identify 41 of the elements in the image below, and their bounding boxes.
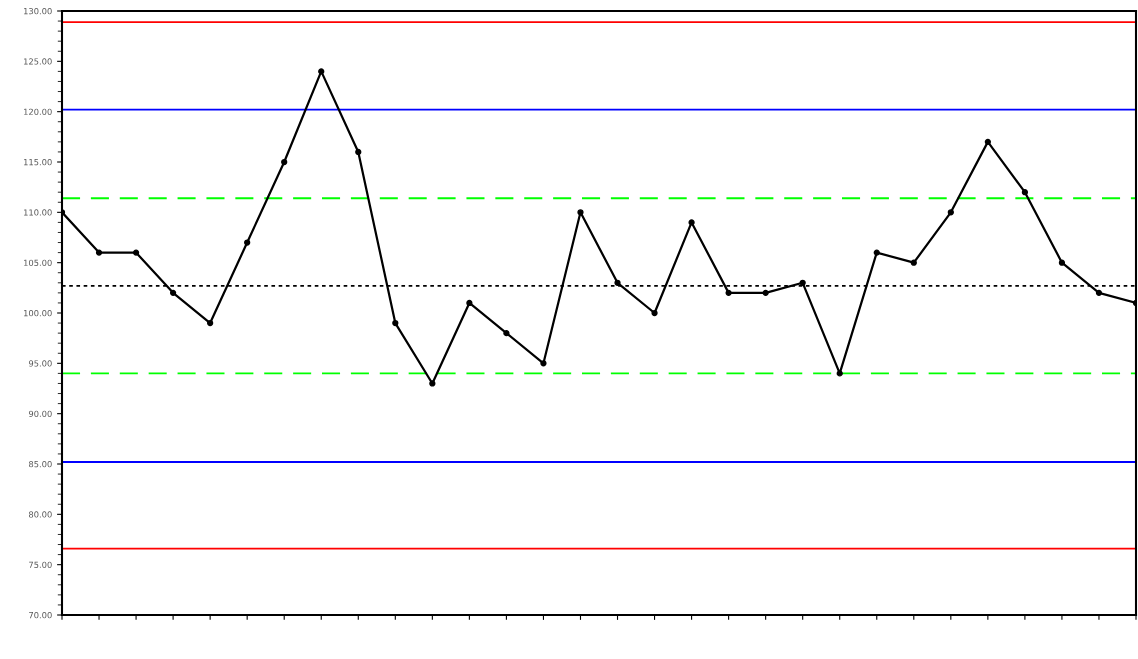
point — [429, 380, 436, 387]
point — [540, 360, 547, 367]
y-tick-label: 120.00 — [24, 108, 52, 115]
point — [725, 289, 732, 296]
point — [392, 319, 399, 327]
point — [947, 209, 954, 216]
point — [1021, 189, 1029, 196]
point — [910, 259, 917, 266]
y-tick-label: 75.00 — [29, 561, 52, 568]
point — [873, 249, 880, 256]
y-tick-label: 110.00 — [24, 209, 52, 216]
point — [95, 249, 103, 256]
point — [836, 370, 843, 377]
point — [799, 279, 806, 286]
y-tick-label: 100.00 — [24, 309, 52, 317]
point — [984, 138, 991, 145]
y-tick-label: 70.00 — [29, 611, 52, 619]
point — [577, 209, 584, 216]
point — [281, 158, 288, 166]
y-tick-label: 125.00 — [24, 58, 52, 65]
point — [762, 289, 769, 296]
point — [132, 249, 140, 256]
y-tick-label: 80.00 — [28, 511, 52, 518]
point — [688, 219, 695, 226]
point — [614, 279, 621, 286]
point — [1095, 289, 1103, 296]
point — [244, 239, 251, 246]
y-tick-label: 90.00 — [28, 410, 52, 417]
point — [355, 148, 362, 156]
point — [503, 330, 510, 337]
y-tick-label: 130.00 — [24, 7, 52, 15]
y-tick-label: 85.00 — [28, 460, 52, 468]
y-tick-label: 95.00 — [28, 360, 52, 367]
point — [318, 68, 325, 75]
point — [651, 309, 658, 317]
y-tick-label: 115.00 — [24, 158, 52, 166]
point — [1058, 259, 1066, 266]
point — [466, 299, 473, 307]
point — [169, 289, 177, 296]
point — [207, 319, 214, 327]
y-tick-label: 105.00 — [24, 259, 52, 266]
